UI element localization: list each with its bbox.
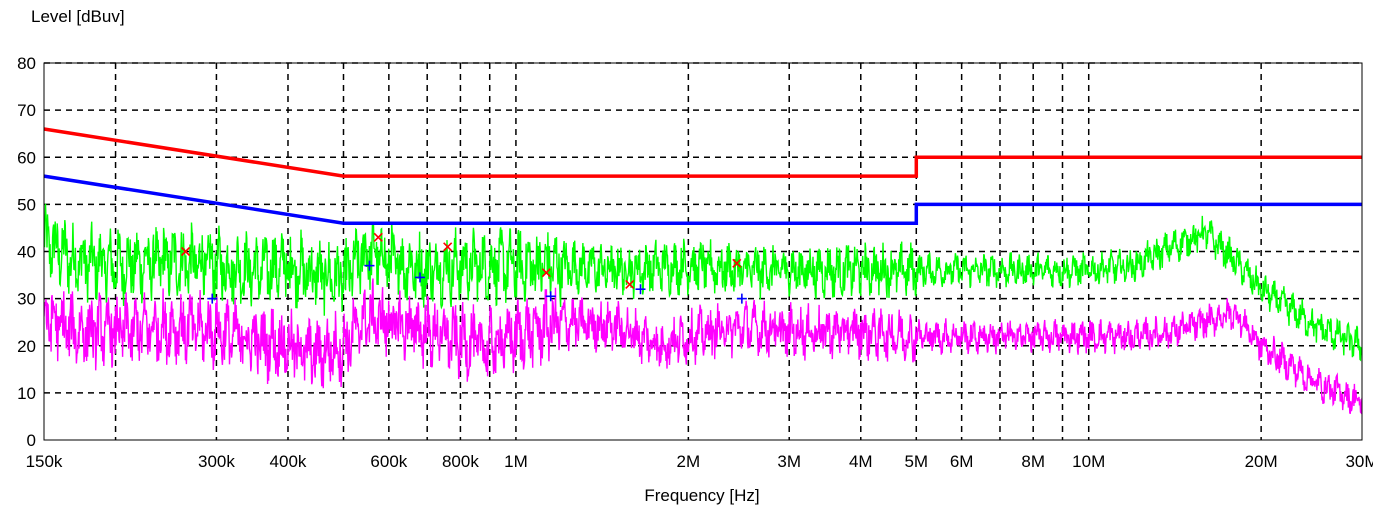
y-tick-label: 10: [17, 384, 36, 403]
peak-marker-x: [732, 258, 742, 268]
y-tick-label: 50: [17, 195, 36, 214]
y-axis-title: Level [dBuv]: [31, 7, 125, 26]
x-tick-label: 1M: [504, 452, 528, 471]
x-tick-label: 3M: [777, 452, 801, 471]
x-tick-label: 8M: [1021, 452, 1045, 471]
limit-lines: [43, 127, 1362, 225]
peak-marker-plus: [736, 293, 747, 304]
peak-markers: [181, 232, 747, 304]
limit-line: [43, 127, 1362, 178]
x-tick-label: 6M: [950, 452, 974, 471]
limit-line: [43, 174, 1362, 225]
peak-marker-plus: [364, 260, 375, 271]
x-tick-label: 4M: [849, 452, 873, 471]
peak-marker-plus: [545, 291, 556, 302]
y-tick-label: 40: [17, 243, 36, 262]
peak-marker-plus: [635, 284, 646, 295]
peak-marker-x: [181, 246, 191, 257]
x-tick-labels: 150k 300k 400k 600k 800k 1M 2M 3M 4M 5M 6M 8M 10M 20M…: [26, 452, 1373, 471]
y-tick-label: 80: [17, 54, 36, 73]
x-tick-label: 20M: [1245, 452, 1278, 471]
y-tick-label: 30: [17, 290, 36, 309]
trace-line: [44, 203, 1362, 362]
x-tick-label: 5M: [904, 452, 928, 471]
x-tick-label: 30M: [1345, 452, 1373, 471]
peak-marker-plus: [414, 272, 425, 283]
y-tick-label: 70: [17, 101, 36, 120]
peak-marker-x: [443, 242, 453, 252]
x-tick-label: 10M: [1072, 452, 1105, 471]
x-tick-label: 150k: [26, 452, 63, 471]
measurement-traces: [44, 203, 1362, 415]
trace-line: [44, 278, 1362, 415]
x-tick-label: 400k: [270, 452, 307, 471]
plot-frame: [43, 62, 1363, 441]
y-tick-label: 0: [27, 431, 36, 450]
peak-marker-x: [541, 268, 551, 278]
peak-marker-plus: [207, 293, 218, 304]
y-tick-label: 60: [17, 148, 36, 167]
x-axis-title: Frequency [Hz]: [644, 486, 759, 505]
peak-marker-x: [625, 279, 635, 290]
x-tick-label: 2M: [677, 452, 701, 471]
y-tick-label: 20: [17, 337, 36, 356]
x-tick-label: 300k: [198, 452, 235, 471]
x-tick-label: 800k: [442, 452, 479, 471]
x-tick-label: 600k: [370, 452, 407, 471]
peak-marker-x: [373, 232, 383, 242]
y-tick-labels: 0 10 20 30 40 50 60 70 80: [17, 54, 36, 450]
